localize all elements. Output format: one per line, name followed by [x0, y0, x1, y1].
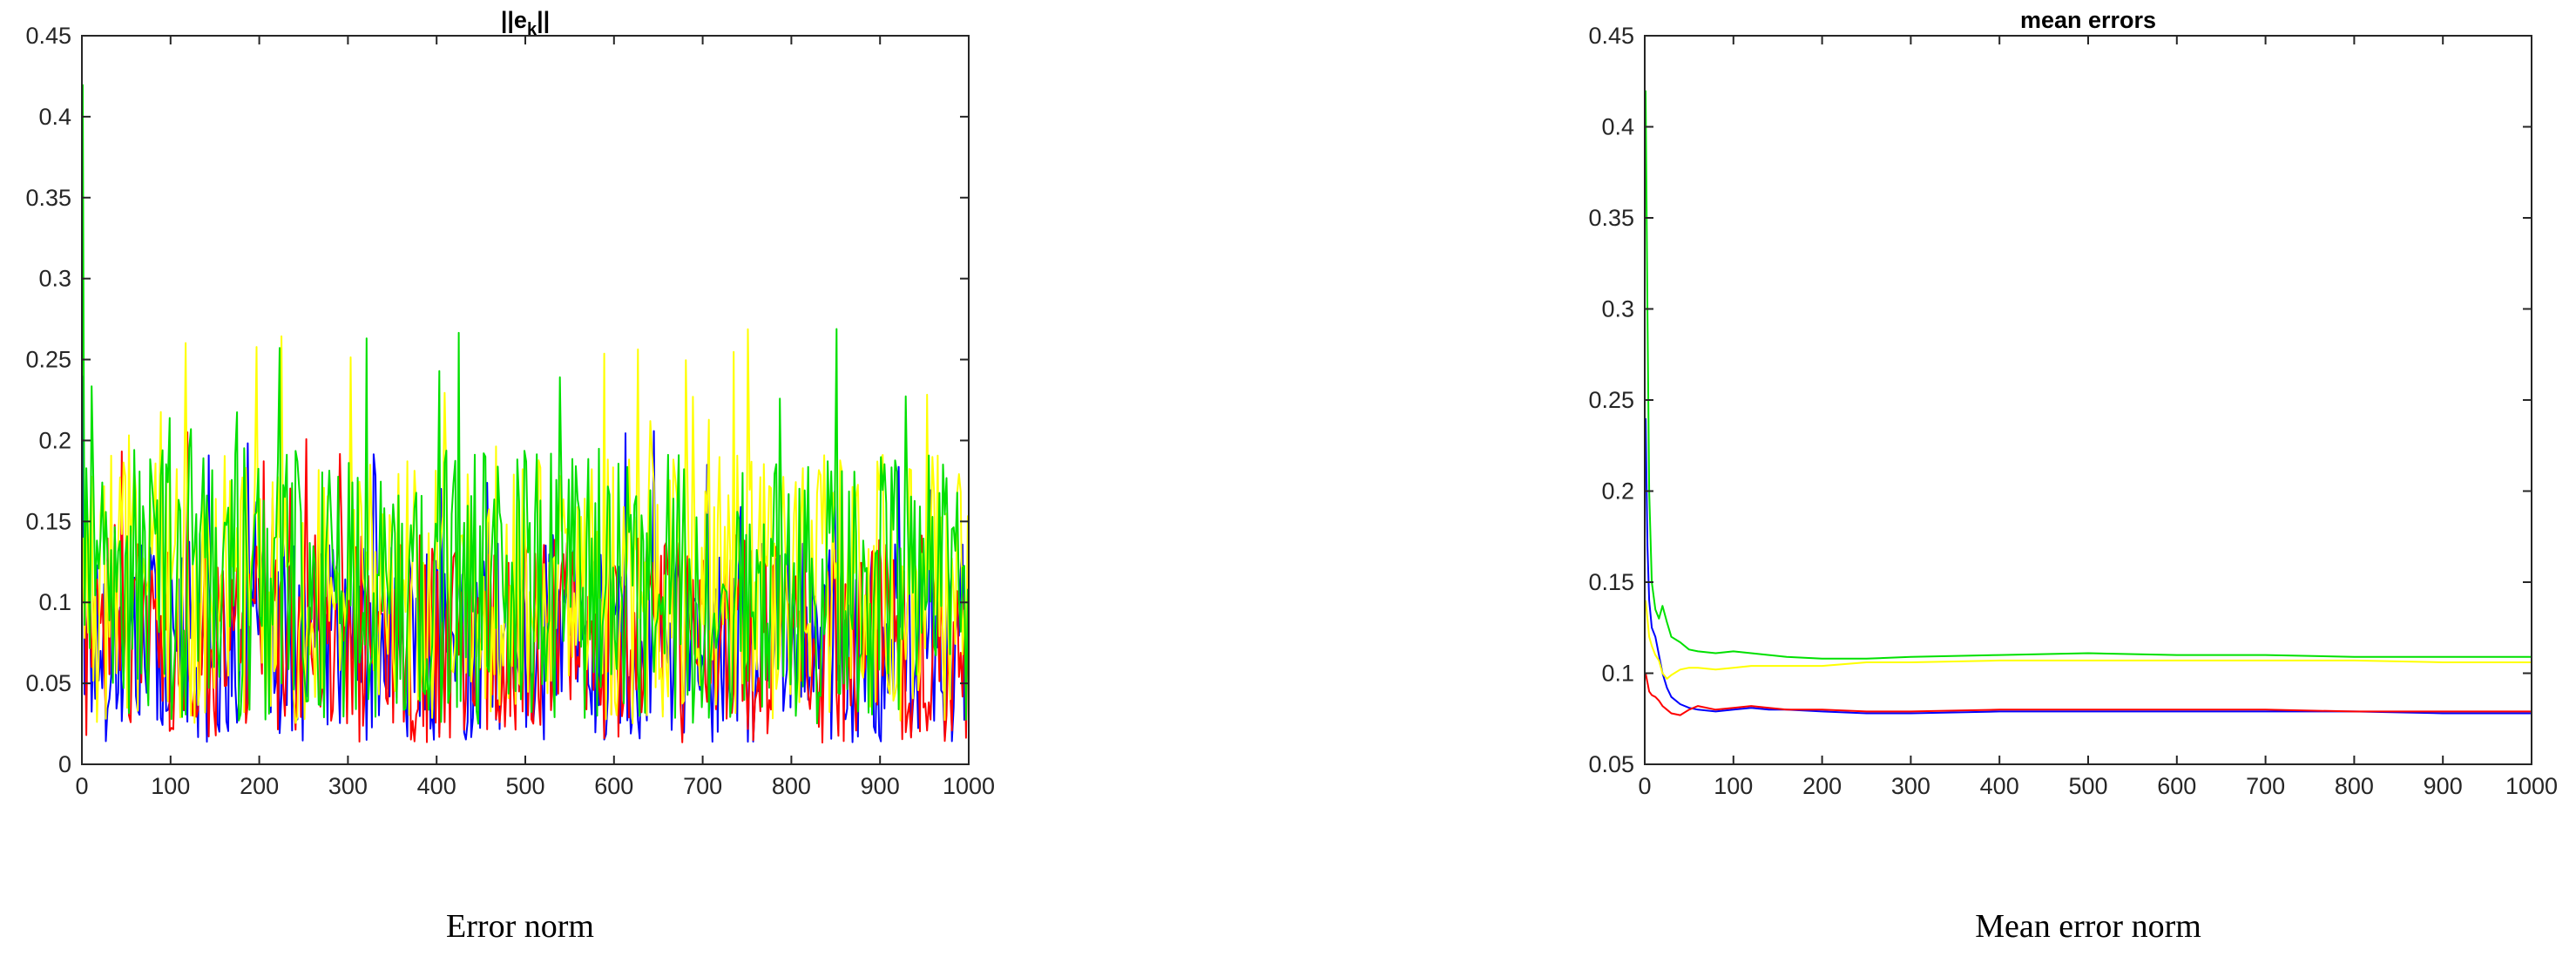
- error-norm-x-tick-label: 500: [505, 773, 544, 799]
- error-norm-x-axis: 0 100 200 300 400 500 600 700 800 900 1000: [75, 36, 995, 799]
- error-norm-x-tick-label: 900: [861, 773, 900, 799]
- error-norm-caption: Error norm: [446, 908, 594, 945]
- mean-errors-series-line-3: [1645, 600, 2532, 680]
- error-norm-x-tick-label: 400: [417, 773, 456, 799]
- mean-errors-y-axis: 0.05 0.1 0.15 0.2 0.25 0.3 0.35 0.4 0.45: [1588, 23, 2532, 777]
- mean-errors-title: mean errors: [2020, 7, 2156, 33]
- mean-errors-x-tick-label: 0: [1638, 773, 1651, 799]
- mean-errors-series-group: [1645, 90, 2532, 716]
- error-norm-y-tick-label: 0.3: [38, 266, 71, 292]
- error-norm-x-tick-label: 0: [75, 773, 88, 799]
- mean-errors-y-tick-label: 0.45: [1588, 23, 1634, 49]
- error-norm-title-subscript: k: [527, 20, 538, 39]
- error-norm-x-tick-label: 100: [151, 773, 190, 799]
- mean-errors-y-tick-label: 0.25: [1588, 387, 1634, 413]
- error-norm-x-tick-label: 300: [328, 773, 368, 799]
- error-norm-panel: 0 0.05 0.1 0.15 0.2 0.25 0.3 0.35 0.4 0.45 0 100 20…: [25, 7, 995, 945]
- error-norm-y-tick-label: 0.2: [38, 427, 71, 453]
- error-norm-title: ||ek||: [501, 7, 550, 39]
- mean-errors-y-tick-label: 0.3: [1601, 296, 1634, 322]
- mean-errors-y-tick-label: 0.05: [1588, 751, 1634, 777]
- mean-errors-x-tick-label: 100: [1714, 773, 1753, 799]
- mean-errors-x-tick-label: 700: [2246, 773, 2285, 799]
- mean-errors-series-line-1: [1645, 417, 2532, 715]
- mean-errors-x-tick-label: 900: [2424, 773, 2463, 799]
- error-norm-x-tick-label: 600: [594, 773, 633, 799]
- mean-errors-series-line-2: [1645, 673, 2532, 716]
- error-norm-y-tick-label: 0.15: [25, 508, 71, 534]
- error-norm-series-group: [82, 84, 969, 744]
- mean-errors-x-tick-label: 600: [2157, 773, 2196, 799]
- error-norm-y-tick-label: 0.35: [25, 185, 71, 211]
- error-norm-x-tick-label: 700: [683, 773, 722, 799]
- mean-errors-panel: 0.05 0.1 0.15 0.2 0.25 0.3 0.35 0.4 0.45 0 100 200…: [1588, 7, 2558, 945]
- mean-errors-y-tick-label: 0.4: [1601, 114, 1634, 140]
- mean-errors-x-tick-label: 200: [1802, 773, 1842, 799]
- mean-errors-x-tick-label: 1000: [2505, 773, 2558, 799]
- mean-errors-series-line-4: [1645, 90, 2532, 660]
- error-norm-y-tick-label: 0.05: [25, 670, 71, 696]
- mean-errors-plot-frame: [1644, 35, 2532, 765]
- mean-errors-x-tick-label: 800: [2335, 773, 2374, 799]
- mean-errors-x-axis: 0 100 200 300 400 500 600 700 800 900 1000: [1638, 36, 2558, 799]
- error-norm-x-tick-label: 1000: [943, 773, 995, 799]
- error-norm-y-tick-label: 0.4: [38, 104, 71, 130]
- mean-errors-y-tick-label: 0.1: [1601, 661, 1634, 687]
- error-norm-y-tick-label: 0.1: [38, 589, 71, 615]
- error-norm-series-line-4: [82, 84, 969, 725]
- mean-errors-caption: Mean error norm: [1975, 908, 2201, 945]
- error-norm-title-main: ||e: [501, 7, 527, 33]
- mean-errors-x-tick-label: 400: [1980, 773, 2019, 799]
- error-norm-x-tick-label: 800: [772, 773, 811, 799]
- error-norm-x-tick-label: 200: [240, 773, 279, 799]
- error-norm-series-line-3: [82, 328, 969, 724]
- error-norm-title-end: ||: [537, 7, 550, 33]
- error-norm-y-tick-label: 0.25: [25, 347, 71, 373]
- error-norm-y-tick-label: 0: [58, 751, 71, 777]
- mean-errors-x-tick-label: 300: [1891, 773, 1930, 799]
- error-norm-y-axis: 0 0.05 0.1 0.15 0.2 0.25 0.3 0.35 0.4 0.45: [25, 23, 969, 777]
- mean-errors-y-tick-label: 0.15: [1588, 569, 1634, 595]
- mean-errors-y-tick-label: 0.35: [1588, 205, 1634, 231]
- error-norm-y-tick-label: 0.45: [25, 23, 71, 49]
- mean-errors-y-tick-label: 0.2: [1601, 478, 1634, 505]
- mean-errors-x-tick-label: 500: [2068, 773, 2107, 799]
